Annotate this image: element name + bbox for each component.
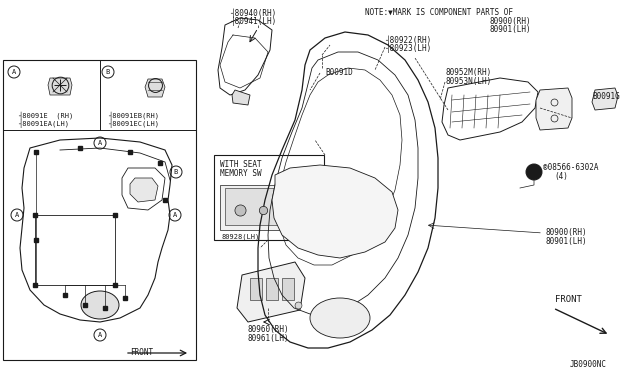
Polygon shape [48, 78, 72, 95]
Text: FRONT: FRONT [130, 348, 153, 357]
Text: 80901(LH): 80901(LH) [490, 25, 532, 34]
Text: B: B [174, 169, 178, 175]
Text: ┤80940(RH): ┤80940(RH) [230, 8, 276, 17]
Text: WITH SEAT: WITH SEAT [220, 160, 262, 169]
Text: ┤80091EC(LH): ┤80091EC(LH) [108, 120, 159, 128]
Text: 80952M(RH): 80952M(RH) [445, 68, 492, 77]
Text: 80900(RH): 80900(RH) [490, 17, 532, 26]
Polygon shape [130, 178, 158, 202]
Text: (4): (4) [554, 172, 568, 181]
Text: 80900(RH): 80900(RH) [545, 228, 587, 237]
Polygon shape [536, 88, 572, 130]
Text: 80901(LH): 80901(LH) [545, 237, 587, 246]
Text: S: S [532, 169, 536, 175]
Ellipse shape [310, 298, 370, 338]
Text: B0091D: B0091D [325, 68, 353, 77]
FancyBboxPatch shape [282, 278, 294, 300]
Text: ┤80091E  (RH): ┤80091E (RH) [18, 112, 73, 120]
Text: A: A [173, 212, 177, 218]
Text: B0091G: B0091G [592, 92, 620, 101]
Ellipse shape [81, 291, 119, 319]
Text: 80953N(LH): 80953N(LH) [445, 77, 492, 86]
Polygon shape [225, 188, 280, 225]
Text: A: A [15, 212, 19, 218]
Text: A: A [98, 140, 102, 146]
Polygon shape [145, 79, 165, 97]
FancyBboxPatch shape [266, 278, 278, 300]
Text: 80961(LH): 80961(LH) [248, 334, 290, 343]
Text: A: A [12, 69, 16, 75]
Polygon shape [272, 165, 398, 258]
Circle shape [526, 164, 542, 180]
Text: ┤80922(RH): ┤80922(RH) [385, 35, 431, 45]
Polygon shape [232, 90, 250, 105]
Text: JB0900NC: JB0900NC [570, 360, 607, 369]
Text: ┤80091EB(RH): ┤80091EB(RH) [108, 112, 159, 120]
Text: 80928(LH): 80928(LH) [222, 233, 260, 240]
Text: NOTE:▼MARK IS COMPONENT PARTS OF: NOTE:▼MARK IS COMPONENT PARTS OF [365, 8, 513, 17]
Polygon shape [220, 185, 285, 230]
Text: ┤80941(LH): ┤80941(LH) [230, 16, 276, 26]
Polygon shape [592, 88, 618, 110]
Text: B: B [106, 69, 110, 75]
Text: ┤80091EA(LH): ┤80091EA(LH) [18, 120, 69, 128]
FancyBboxPatch shape [250, 278, 262, 300]
Text: MEMORY SW: MEMORY SW [220, 169, 262, 178]
Text: ®08566-6302A: ®08566-6302A [543, 163, 598, 172]
Text: FRONT: FRONT [555, 295, 582, 304]
Polygon shape [237, 262, 305, 322]
Text: A: A [98, 332, 102, 338]
Text: ┤80923(LH): ┤80923(LH) [385, 43, 431, 52]
Text: 80960(RH): 80960(RH) [248, 325, 290, 334]
